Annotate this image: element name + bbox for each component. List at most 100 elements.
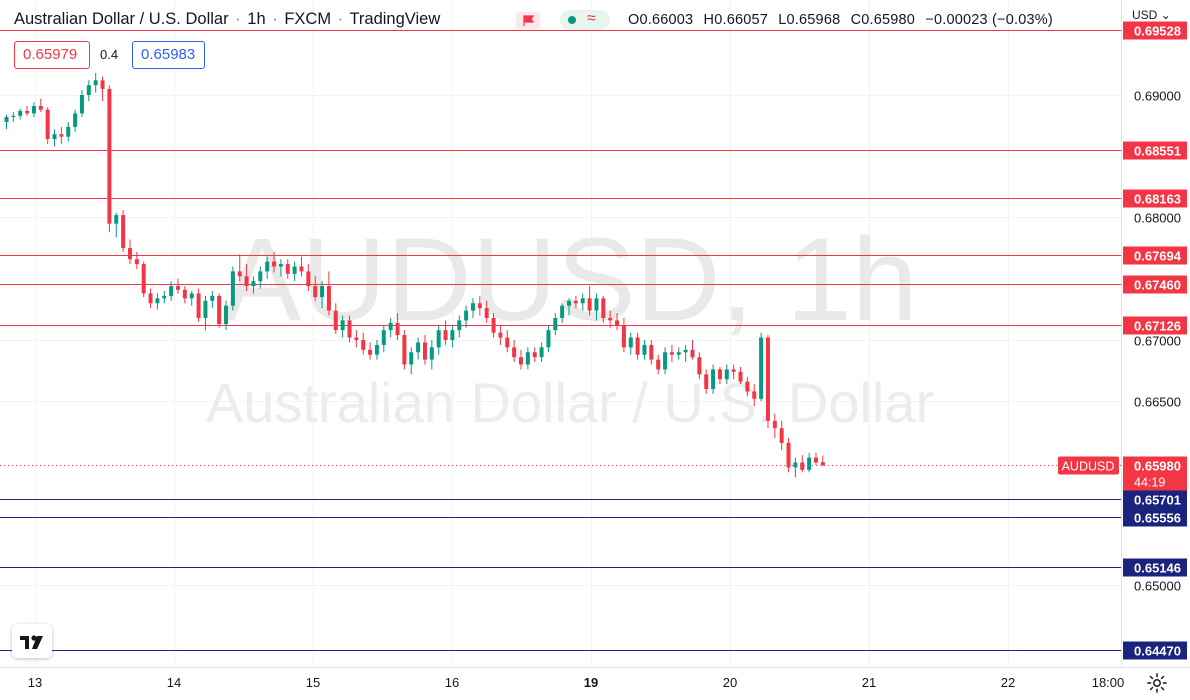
candle-body xyxy=(333,310,338,331)
candle xyxy=(820,455,825,467)
candle xyxy=(669,344,674,363)
candle xyxy=(381,325,386,353)
candle-body xyxy=(450,330,455,340)
candle-body xyxy=(354,337,359,340)
candle-body xyxy=(217,295,222,325)
wave-icon: ≈ xyxy=(587,10,596,27)
candle-body xyxy=(361,340,366,350)
currency-selector[interactable]: USD ⌄ xyxy=(1132,8,1171,22)
candle xyxy=(594,293,599,321)
candle xyxy=(717,366,722,385)
candle xyxy=(615,313,620,331)
candle-body xyxy=(717,369,722,380)
x-tick-label: 22 xyxy=(1001,675,1015,690)
candle-body xyxy=(155,298,160,304)
candle xyxy=(45,107,50,144)
symbol-header[interactable]: Australian Dollar / U.S. Dollar · 1h · F… xyxy=(14,10,440,29)
candle xyxy=(31,102,36,118)
candle-body xyxy=(512,347,517,358)
candle-body xyxy=(532,352,537,358)
candle-body xyxy=(738,371,743,382)
candle xyxy=(4,114,9,130)
candle-body xyxy=(621,325,626,348)
candle xyxy=(148,288,153,309)
candle-body xyxy=(676,352,681,355)
time-axis[interactable]: 13 14 15 16 19 20 21 22 18:00 xyxy=(28,675,1125,690)
flag-icon[interactable] xyxy=(516,12,540,29)
buy-price-button[interactable]: 0.65983 xyxy=(132,41,205,69)
candle xyxy=(765,335,770,429)
candle xyxy=(107,85,112,233)
candle-body xyxy=(464,310,469,321)
candle-body xyxy=(182,289,187,299)
candle xyxy=(752,384,757,407)
gear-icon[interactable] xyxy=(1146,672,1168,694)
candle-body xyxy=(656,359,661,370)
candle-body xyxy=(381,330,386,345)
candle-body xyxy=(477,303,482,309)
candle xyxy=(169,281,174,301)
candle xyxy=(272,251,277,273)
candle xyxy=(210,291,215,309)
indicator-toggle-icon[interactable]: ≈ xyxy=(560,10,610,30)
sell-price-button[interactable]: 0.65979 xyxy=(14,41,90,69)
candle xyxy=(587,286,592,316)
candle xyxy=(73,109,78,132)
support-line-label: 0.65146 xyxy=(1134,561,1181,576)
candle xyxy=(464,305,469,328)
candle-body xyxy=(134,259,139,265)
resistance-line-label: 0.68163 xyxy=(1134,192,1181,207)
x-tick-label: 18:00 xyxy=(1092,675,1125,690)
candle-body xyxy=(66,126,71,137)
x-tick-label: 21 xyxy=(862,675,876,690)
candle-body xyxy=(169,286,174,296)
candle-body xyxy=(711,369,716,389)
support-line-label-bg xyxy=(1123,508,1187,527)
candle-body xyxy=(470,303,475,311)
watermark-symbol: AUDUSD, 1h xyxy=(222,214,917,346)
candle-body xyxy=(114,215,119,224)
candle-body xyxy=(176,286,180,290)
candle-body xyxy=(820,462,825,465)
ohlc-open: O0.66003 xyxy=(628,12,694,28)
candle-body xyxy=(52,134,57,140)
candle xyxy=(731,364,736,380)
candle-body xyxy=(388,322,393,331)
candle-body xyxy=(752,391,757,399)
candle xyxy=(656,354,661,375)
candle-body xyxy=(395,322,400,336)
candle-body xyxy=(244,276,249,287)
candle-body xyxy=(148,293,153,304)
candle xyxy=(649,340,654,365)
candle-body xyxy=(573,300,578,304)
candle xyxy=(512,340,517,363)
candle-body xyxy=(230,271,235,306)
price-axis[interactable]: 0.69000 0.68000 0.67000 0.66500 0.65000 xyxy=(1134,89,1181,594)
candle-body xyxy=(278,264,283,267)
candle-body xyxy=(86,85,91,95)
watermark-name: Australian Dollar / U.S. Dollar xyxy=(206,371,934,434)
tradingview-logo-icon[interactable] xyxy=(12,624,52,658)
candle xyxy=(388,317,393,338)
candle-body xyxy=(127,248,132,260)
candle-body xyxy=(505,337,510,348)
exchange: FXCM xyxy=(284,10,332,28)
candle-body xyxy=(484,308,489,318)
interval[interactable]: 1h xyxy=(247,10,266,28)
resistance-line-label-bg xyxy=(1123,246,1187,265)
candle-body xyxy=(79,95,84,114)
separator: · xyxy=(337,10,344,28)
candle xyxy=(807,452,812,473)
candle-body xyxy=(203,300,208,318)
x-tick-label: 13 xyxy=(28,675,42,690)
candle-body xyxy=(210,295,215,301)
candle-body xyxy=(38,106,43,110)
support-line-label: 0.64470 xyxy=(1134,644,1181,659)
candle-body xyxy=(615,320,620,326)
candle xyxy=(162,291,167,304)
candle xyxy=(326,271,331,316)
candle xyxy=(25,106,30,116)
candle-body xyxy=(793,462,798,468)
candle-body xyxy=(4,117,9,122)
